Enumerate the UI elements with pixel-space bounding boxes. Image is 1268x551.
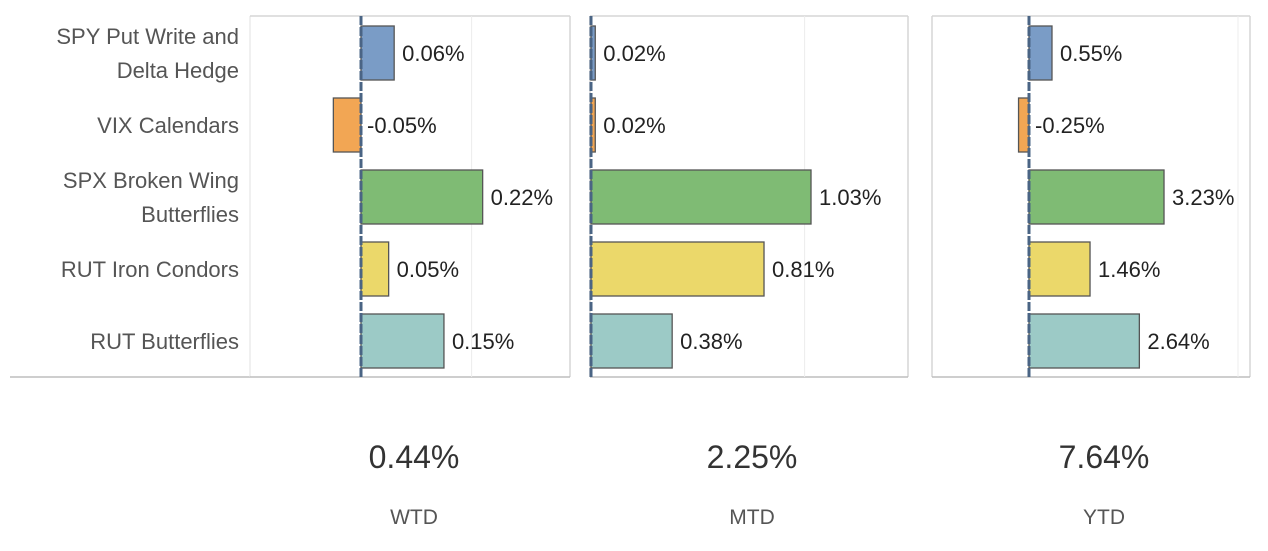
data-label: 0.81% xyxy=(772,257,834,282)
data-label: -0.25% xyxy=(1035,113,1105,138)
category-label: VIX Calendars xyxy=(97,113,239,138)
category-label: RUT Butterflies xyxy=(90,329,239,354)
bar xyxy=(332,97,362,153)
period-total: 2.25% xyxy=(707,439,798,475)
data-label: 0.38% xyxy=(680,329,742,354)
bar xyxy=(360,313,445,369)
data-label: 0.02% xyxy=(603,41,665,66)
bar xyxy=(590,313,673,369)
period-label: MTD xyxy=(729,506,775,529)
data-label: 1.03% xyxy=(819,185,881,210)
category-label: SPX Broken Wing xyxy=(63,168,239,193)
period-total: 0.44% xyxy=(369,439,460,475)
data-label: 3.23% xyxy=(1172,185,1234,210)
data-label: 2.64% xyxy=(1147,329,1209,354)
bar xyxy=(590,241,765,297)
period-label: YTD xyxy=(1083,506,1125,529)
data-label: 0.22% xyxy=(491,185,553,210)
category-label: Butterflies xyxy=(141,202,239,227)
bar xyxy=(360,241,390,297)
period-total: 7.64% xyxy=(1059,439,1150,475)
category-label: RUT Iron Condors xyxy=(61,257,239,282)
data-label: 0.05% xyxy=(397,257,459,282)
bar xyxy=(360,169,484,225)
period-label: WTD xyxy=(390,506,438,529)
data-label: 1.46% xyxy=(1098,257,1160,282)
data-label: 0.15% xyxy=(452,329,514,354)
category-label: SPY Put Write and xyxy=(56,24,239,49)
bar xyxy=(1028,313,1141,369)
bar xyxy=(1028,169,1165,225)
category-label: Delta Hedge xyxy=(117,58,239,83)
bar xyxy=(1017,97,1030,153)
bar xyxy=(1028,25,1053,81)
bar xyxy=(360,25,395,81)
data-label: 0.02% xyxy=(603,113,665,138)
data-label: 0.06% xyxy=(402,41,464,66)
data-label: -0.05% xyxy=(367,113,437,138)
bar xyxy=(1028,241,1091,297)
data-label: 0.55% xyxy=(1060,41,1122,66)
bar xyxy=(590,169,812,225)
bar xyxy=(590,97,596,153)
